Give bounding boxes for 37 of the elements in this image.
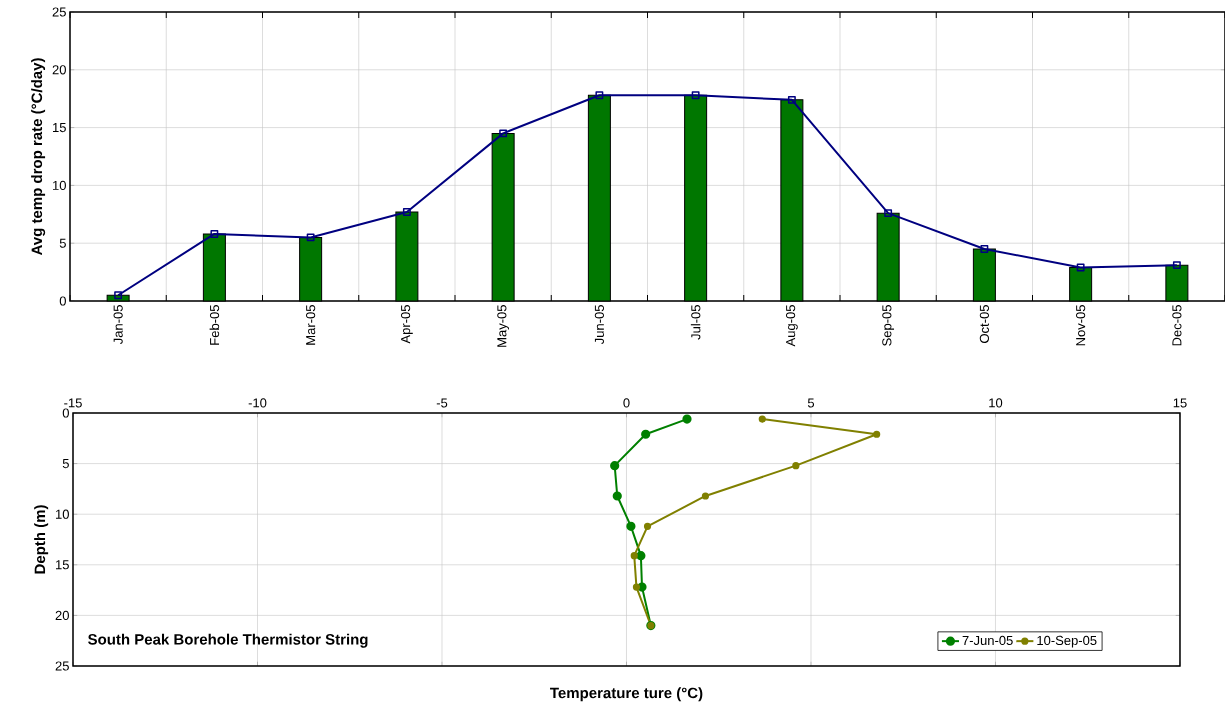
x-tick-label: Nov-05	[1076, 305, 1086, 346]
x-tick-label: -5	[436, 398, 448, 408]
x-tick-label: 10	[989, 398, 1003, 408]
y-tick-label: 10	[53, 180, 66, 190]
y-tick-label: 25	[55, 661, 69, 671]
annotation: South Peak Borehole Thermistor String	[88, 633, 368, 648]
x-tick-label: -10	[248, 398, 267, 408]
x-tick-label: Aug-05	[785, 305, 798, 347]
x-axis-title: Temperature ture (°C)	[550, 687, 703, 702]
x-tick-label: Feb-05	[209, 305, 220, 345]
x-tick-label: 0	[623, 398, 630, 408]
y-tick-label: 5	[62, 459, 69, 469]
x-tick-label: Jan-05	[113, 305, 123, 345]
x-tick-label: 15	[1173, 398, 1187, 408]
x-tick-label: Jul-05	[690, 305, 701, 340]
x-tick-label: Dec-05	[1172, 305, 1182, 346]
y-tick-label: 0	[59, 296, 66, 306]
y-tick-label: 20	[55, 610, 69, 621]
y-tick-label: 0	[62, 408, 69, 418]
x-tick-label: Jun-05	[594, 305, 604, 345]
y-axis-title: Avg temp drop rate (°C/day)	[31, 58, 46, 256]
y-axis-title: Depth (m)	[34, 505, 49, 574]
y-tick-label: 5	[59, 238, 66, 248]
x-tick-label: Sep-05	[882, 305, 895, 346]
legend-label: 10-Sep-05	[1037, 635, 1097, 648]
y-tick-label: 15	[53, 123, 66, 133]
legend-label: 7-Jun-05	[962, 635, 1013, 646]
y-tick-label: 25	[52, 7, 66, 17]
x-tick-label: Oct-05	[979, 305, 989, 343]
x-tick-label: 5	[807, 398, 815, 408]
x-tick-label: May-05	[497, 305, 510, 347]
y-tick-label: 10	[56, 509, 69, 519]
y-tick-label: 15	[56, 560, 69, 570]
x-tick-label: Apr-05	[400, 305, 413, 344]
x-tick-label: -15	[64, 398, 82, 408]
x-tick-label: Mar-05	[306, 305, 316, 345]
y-tick-label: 20	[52, 65, 66, 75]
